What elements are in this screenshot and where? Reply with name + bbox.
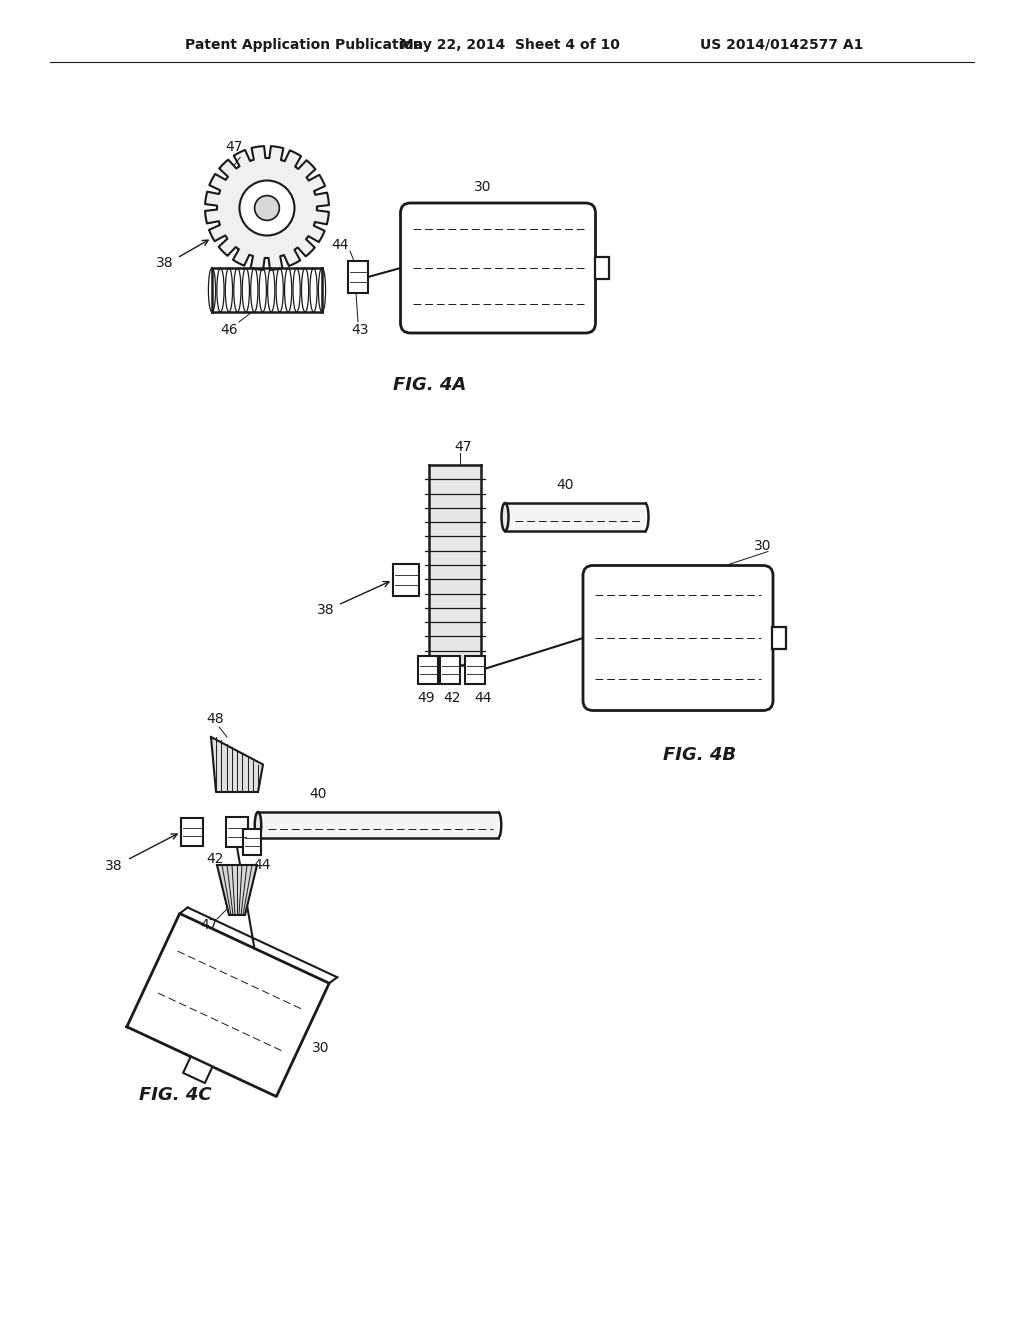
- Bar: [212, 268, 322, 312]
- Text: 42: 42: [206, 851, 224, 866]
- Text: 30: 30: [755, 539, 772, 553]
- Text: US 2014/0142577 A1: US 2014/0142577 A1: [700, 38, 863, 51]
- Circle shape: [240, 181, 295, 235]
- Bar: [181, 818, 203, 846]
- Text: 30: 30: [312, 1041, 330, 1055]
- Text: 49: 49: [417, 690, 435, 705]
- Bar: [595, 257, 608, 279]
- Text: FIG. 4B: FIG. 4B: [664, 746, 736, 764]
- Text: 47: 47: [201, 917, 218, 932]
- Text: 44: 44: [474, 690, 492, 705]
- Text: 46: 46: [220, 323, 238, 337]
- Bar: [440, 656, 460, 684]
- Text: 40: 40: [556, 478, 573, 492]
- Text: 44: 44: [331, 238, 349, 252]
- Bar: [348, 261, 368, 293]
- Polygon shape: [183, 1056, 212, 1082]
- Text: FIG. 4C: FIG. 4C: [138, 1086, 211, 1104]
- Bar: [226, 817, 248, 847]
- FancyBboxPatch shape: [400, 203, 596, 333]
- Text: 38: 38: [317, 603, 335, 616]
- Text: 48: 48: [206, 711, 224, 726]
- Polygon shape: [211, 737, 263, 792]
- Text: 47: 47: [455, 440, 472, 454]
- Polygon shape: [205, 147, 329, 269]
- Text: FIG. 4A: FIG. 4A: [393, 376, 467, 393]
- Text: 40: 40: [309, 787, 327, 801]
- Bar: [429, 465, 481, 665]
- Text: 30: 30: [474, 180, 492, 194]
- Bar: [243, 829, 261, 855]
- Bar: [393, 564, 419, 597]
- Text: 42: 42: [443, 690, 461, 705]
- Text: 38: 38: [157, 256, 174, 271]
- Text: 43: 43: [351, 323, 369, 337]
- Circle shape: [255, 195, 280, 220]
- Bar: [505, 503, 645, 531]
- Text: 38: 38: [105, 859, 123, 873]
- Bar: [258, 812, 498, 838]
- Ellipse shape: [502, 503, 509, 531]
- Text: 44: 44: [253, 858, 270, 873]
- Bar: [772, 627, 786, 649]
- Text: May 22, 2014  Sheet 4 of 10: May 22, 2014 Sheet 4 of 10: [400, 38, 620, 51]
- FancyBboxPatch shape: [583, 565, 773, 710]
- Text: Patent Application Publication: Patent Application Publication: [185, 38, 423, 51]
- Polygon shape: [127, 913, 329, 1097]
- Polygon shape: [217, 865, 257, 915]
- Ellipse shape: [255, 812, 261, 838]
- Text: 47: 47: [225, 140, 243, 154]
- Bar: [465, 656, 485, 684]
- Bar: [418, 656, 438, 684]
